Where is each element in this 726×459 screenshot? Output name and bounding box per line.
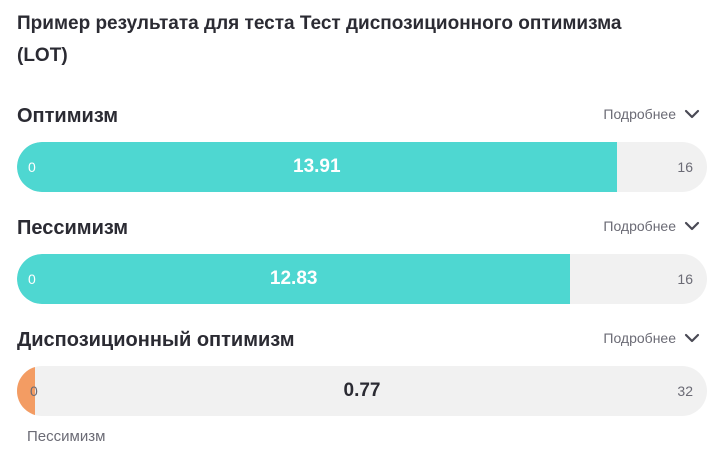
bar-value-label: 0.77 xyxy=(343,380,381,401)
details-toggle[interactable]: Подробнее xyxy=(603,325,700,351)
chevron-down-icon xyxy=(684,109,700,119)
bar-value-label: 13.91 xyxy=(293,156,341,177)
scale-title: Оптимизм xyxy=(17,105,119,127)
scale-header: Пессимизм Подробнее xyxy=(17,213,707,243)
bar-max-label: 32 xyxy=(677,383,693,399)
chevron-down-icon xyxy=(684,221,700,231)
scale-title: Пессимизм xyxy=(17,217,129,239)
chevron-down-icon xyxy=(684,333,700,343)
scale-header: Оптимизм Подробнее xyxy=(17,101,707,131)
scale-header: Диспозиционный оптимизм Подробнее xyxy=(17,325,707,355)
score-bar-fill xyxy=(17,142,617,192)
bar-max-label: 16 xyxy=(677,159,693,175)
score-bar: 0 0.77 32 xyxy=(17,366,707,416)
bar-min-label: 0 xyxy=(28,271,36,287)
score-bar-fill xyxy=(17,366,35,416)
bar-min-label: 0 xyxy=(30,383,38,399)
details-toggle[interactable]: Подробнее xyxy=(603,213,700,239)
pole-label: Пессимизм xyxy=(27,428,106,445)
details-toggle[interactable]: Подробнее xyxy=(603,101,700,127)
scale-dispositional-optimism: Диспозиционный оптимизм Подробнее 0 0.77… xyxy=(17,325,707,416)
details-label: Подробнее xyxy=(603,106,676,122)
scale-optimism: Оптимизм Подробнее 0 13.91 16 xyxy=(17,101,707,192)
score-bar: 0 13.91 16 xyxy=(17,142,707,192)
bar-min-label: 0 xyxy=(28,159,36,175)
bar-value-label: 12.83 xyxy=(269,268,318,289)
scale-title: Диспозиционный оптимизм xyxy=(17,329,295,351)
score-bar-fill xyxy=(17,254,571,304)
bar-max-label: 16 xyxy=(677,271,693,287)
details-label: Подробнее xyxy=(603,218,676,234)
scale-pessimism: Пессимизм Подробнее 0 12.83 16 xyxy=(17,213,707,304)
score-bar: 0 12.83 16 xyxy=(17,254,707,304)
details-label: Подробнее xyxy=(603,330,676,346)
page-title: Пример результата для теста Тест диспози… xyxy=(17,13,622,66)
